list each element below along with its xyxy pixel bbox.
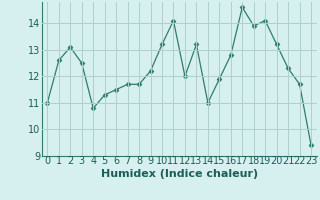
X-axis label: Humidex (Indice chaleur): Humidex (Indice chaleur)	[100, 169, 258, 179]
